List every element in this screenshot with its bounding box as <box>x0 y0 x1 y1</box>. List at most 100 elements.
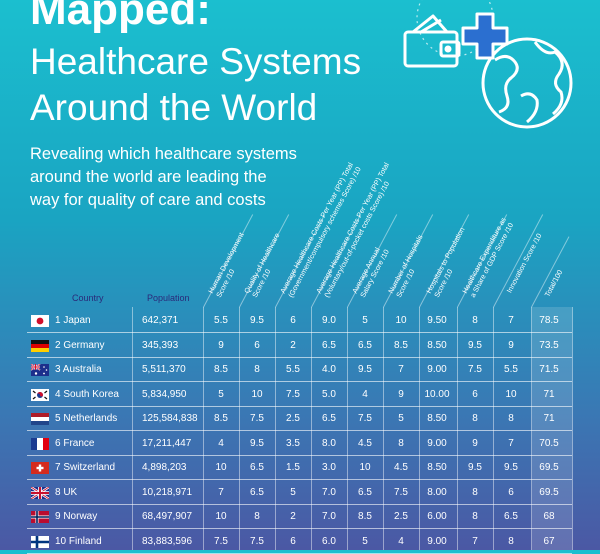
country-name: 10 Finland <box>55 535 102 547</box>
total-score-cell: 73.5 <box>539 339 559 351</box>
score-cell: 7 <box>218 486 224 498</box>
row-divider <box>27 405 572 407</box>
score-cell: 6.5 <box>250 462 264 473</box>
total-score-cell: 78.5 <box>539 315 559 326</box>
south-korea-flag-icon <box>31 388 49 401</box>
score-cell: 7.5 <box>286 388 300 400</box>
country-name: 4 South Korea <box>55 388 119 400</box>
score-cell: 7.5 <box>250 413 264 424</box>
score-cell: 9.5 <box>358 364 372 375</box>
table-row: 1 Japan 642,371 5.5 9.5 6 9.0 5 10 9.50 8 7 78.5 <box>27 309 572 333</box>
column-header: Average Annual Salary Score /10 <box>350 245 391 299</box>
score-cell: 8.50 <box>427 413 447 424</box>
score-cell: 6.5 <box>322 413 336 424</box>
column-divider <box>531 307 532 550</box>
description-line-1: Revealing which healthcare systems <box>30 145 297 163</box>
score-cell: 10 <box>359 462 371 473</box>
score-cell: 6.5 <box>250 486 264 498</box>
country-column-label: Country <box>72 293 104 303</box>
row-divider <box>27 528 572 529</box>
score-cell: 6.5 <box>358 486 372 498</box>
score-cell: 9.00 <box>427 535 447 547</box>
score-cell: 10 <box>251 388 263 400</box>
country-name: 2 Germany <box>55 339 105 351</box>
row-divider <box>27 503 572 505</box>
score-cell: 10 <box>215 462 227 473</box>
score-cell: 3.5 <box>286 437 300 449</box>
score-cell: 7.5 <box>394 486 408 498</box>
score-cell: 4.0 <box>322 364 336 375</box>
population-value: 345,393 <box>142 339 179 351</box>
country-name: 1 Japan <box>55 315 91 326</box>
score-cell: 8.50 <box>427 462 447 473</box>
score-cell: 8.5 <box>214 413 228 424</box>
total-score-cell: 67 <box>543 535 555 547</box>
score-cell: 9 <box>218 339 224 351</box>
row-divider <box>27 332 572 333</box>
row-divider <box>27 356 572 358</box>
description-line-3: way for quality of care and costs <box>30 191 266 209</box>
population-value: 5,511,370 <box>142 364 186 375</box>
table-row: 2 Germany 345,393 9 6 2 6.5 6.5 8.5 8.50 9.5 9 73.5 <box>27 334 572 358</box>
column-divider <box>572 307 573 550</box>
total-score-cell: 68 <box>543 511 555 522</box>
score-cell: 7.0 <box>322 511 336 522</box>
score-cell: 5.0 <box>322 388 336 400</box>
row-divider <box>27 479 572 480</box>
globe-icon <box>481 37 573 129</box>
score-cell: 1.5 <box>286 462 300 473</box>
row-divider <box>27 454 572 456</box>
score-cell: 7.0 <box>322 486 336 498</box>
column-divider <box>275 307 276 550</box>
score-cell: 9 <box>508 339 514 351</box>
score-cell: 8.00 <box>427 486 447 498</box>
score-cell: 9.5 <box>468 462 482 473</box>
score-cell: 9.5 <box>504 462 518 473</box>
description: Revealing which healthcare systems aroun… <box>30 143 330 212</box>
score-cell: 7 <box>508 315 514 326</box>
score-cell: 5 <box>218 388 224 400</box>
score-cell: 8 <box>472 413 478 424</box>
score-cell: 6 <box>508 486 514 498</box>
medical-cross-icon <box>461 12 509 60</box>
population-value: 10,218,971 <box>142 486 193 498</box>
score-cell: 5.5 <box>214 315 228 326</box>
table-row: 3 Australia 5,511,370 8.5 8 5.5 4.0 9.5 7 9.00 7.… <box>27 358 572 382</box>
switzerland-flag-icon <box>31 462 49 474</box>
score-cell: 4 <box>362 388 368 400</box>
score-cell: 8 <box>508 413 514 424</box>
score-cell: 5.5 <box>504 364 518 375</box>
score-cell: 9.00 <box>427 437 447 449</box>
score-cell: 6.5 <box>504 511 518 522</box>
column-divider <box>383 307 384 550</box>
score-cell: 6 <box>472 388 478 400</box>
wallet-icon <box>403 14 461 68</box>
score-cell: 8 <box>472 315 478 326</box>
score-cell: 9 <box>472 437 478 449</box>
score-cell: 8 <box>508 535 514 547</box>
score-cell: 5 <box>362 315 368 326</box>
score-cell: 6.00 <box>427 511 447 522</box>
page-subtitle-line-1: Healthcare Systems <box>30 41 362 82</box>
score-cell: 8.5 <box>394 339 408 351</box>
score-cell: 7 <box>508 437 514 449</box>
uk-flag-icon <box>31 486 49 499</box>
row-divider <box>27 430 572 431</box>
score-cell: 2 <box>290 339 296 351</box>
row-divider <box>27 552 572 554</box>
score-cell: 10 <box>395 315 407 326</box>
country-name: 5 Netherlands <box>55 413 118 424</box>
country-name: 6 France <box>55 437 95 449</box>
column-divider <box>347 307 348 550</box>
score-cell: 6.5 <box>358 339 372 351</box>
country-name: 9 Norway <box>55 511 98 522</box>
score-cell: 10 <box>505 388 517 400</box>
row-divider <box>27 381 572 382</box>
score-cell: 4 <box>218 437 224 449</box>
column-divider <box>203 307 204 550</box>
population-value: 125,584,838 <box>142 413 198 424</box>
australia-flag-icon <box>31 364 49 376</box>
score-cell: 4.5 <box>358 437 372 449</box>
total-score-cell: 70.5 <box>539 437 559 449</box>
total-score-cell: 69.5 <box>539 462 559 473</box>
